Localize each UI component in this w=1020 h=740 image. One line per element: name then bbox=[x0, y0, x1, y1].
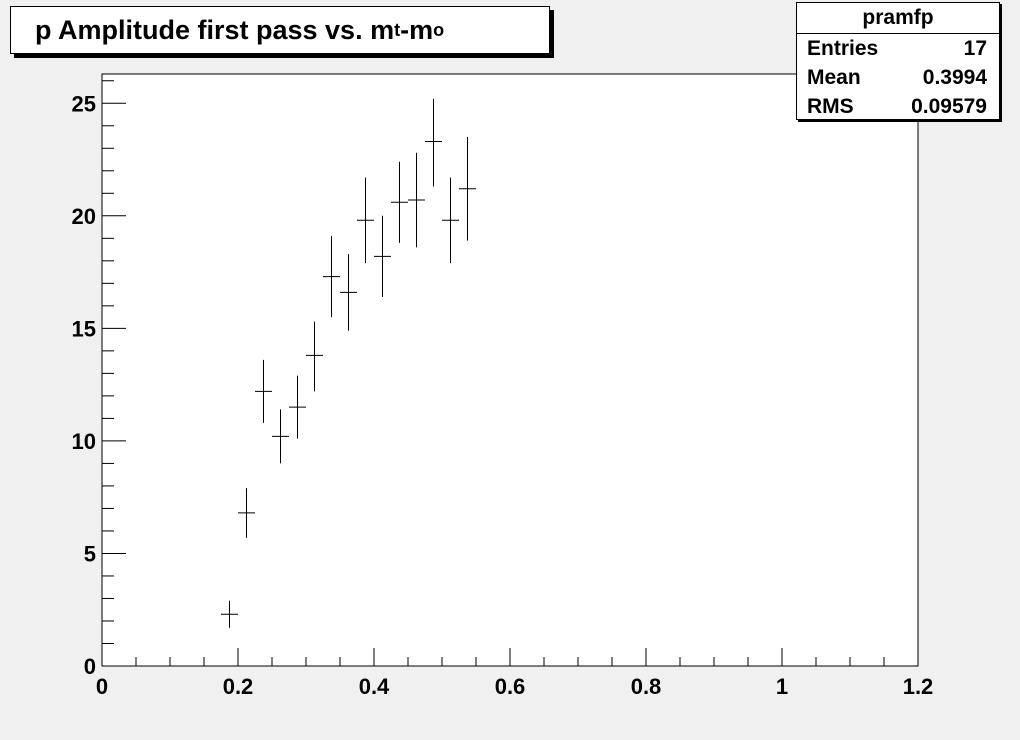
data-point bbox=[459, 137, 476, 241]
stats-value: 0.3994 bbox=[922, 66, 987, 89]
title-prefix: p Amplitude first pass vs. m bbox=[35, 14, 395, 45]
data-point bbox=[442, 177, 459, 264]
stats-row-mean: Mean 0.3994 bbox=[797, 63, 999, 92]
x-tick-label: 0.2 bbox=[223, 674, 254, 699]
title-sub-t: t bbox=[394, 19, 401, 40]
stats-label: RMS bbox=[807, 95, 854, 118]
y-tick-label: 15 bbox=[72, 316, 96, 341]
data-point bbox=[374, 215, 391, 297]
stats-label: Entries bbox=[807, 37, 879, 60]
data-point bbox=[425, 98, 442, 187]
x-tick-label: 1.2 bbox=[903, 674, 934, 699]
y-tick-label: 0 bbox=[84, 654, 96, 679]
data-markers bbox=[221, 98, 476, 628]
data-point bbox=[255, 359, 272, 423]
data-point bbox=[272, 409, 289, 464]
data-point bbox=[221, 600, 238, 628]
plot-frame bbox=[101, 73, 919, 667]
data-point bbox=[391, 161, 408, 243]
axes: 0 0.2 0.4 0.6 0.8 1 1.2 0 5 10 15 20 25 bbox=[72, 80, 934, 699]
data-point bbox=[238, 488, 255, 538]
y-tick-label: 10 bbox=[72, 429, 96, 454]
data-point bbox=[357, 177, 374, 264]
x-tick-label: 0.8 bbox=[631, 674, 662, 699]
stats-name: pramfp bbox=[797, 3, 999, 34]
title-sub-o: o bbox=[433, 19, 445, 40]
x-tick-label: 0.4 bbox=[359, 674, 390, 699]
stats-box: pramfp Entries 17 Mean 0.3994 RMS 0.0957… bbox=[796, 2, 1000, 120]
x-tick-label: 0.6 bbox=[495, 674, 526, 699]
stats-label: Mean bbox=[807, 66, 861, 89]
data-point bbox=[323, 236, 340, 318]
stats-row-entries: Entries 17 bbox=[797, 34, 999, 63]
data-point bbox=[306, 321, 323, 392]
x-tick-label: 0 bbox=[96, 674, 108, 699]
data-point bbox=[340, 254, 357, 331]
chart-title: p Amplitude first pass vs. m t -m o bbox=[10, 6, 550, 54]
stats-value: 0.09579 bbox=[911, 95, 987, 118]
data-point bbox=[289, 375, 306, 439]
stats-row-rms: RMS 0.09579 bbox=[797, 92, 999, 121]
y-tick-label: 20 bbox=[72, 204, 96, 229]
x-tick-label: 1 bbox=[776, 674, 788, 699]
title-mid: -m bbox=[400, 14, 434, 45]
stats-value: 17 bbox=[963, 37, 987, 60]
y-tick-label: 25 bbox=[72, 91, 96, 116]
y-tick-label: 5 bbox=[84, 541, 96, 566]
data-point bbox=[408, 152, 425, 248]
